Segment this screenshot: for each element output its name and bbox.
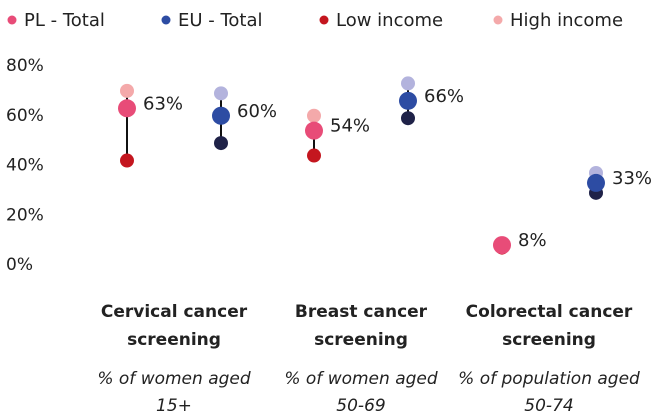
data-label: 33% — [612, 168, 651, 189]
high-income-dot — [120, 83, 134, 98]
high-income-dot — [214, 86, 228, 101]
low-income-dot — [214, 136, 228, 151]
legend-marker — [493, 15, 503, 25]
category-note: % of women aged 15+ — [97, 369, 251, 416]
legend-label: EU - Total — [178, 10, 263, 31]
data-label: 66% — [424, 86, 464, 107]
low-income-dot — [401, 111, 415, 126]
category-label: Cervical cancer screening — [100, 302, 248, 350]
data-label: 54% — [330, 116, 370, 137]
low-income-dot — [307, 148, 321, 163]
total-dot — [118, 99, 136, 118]
y-tick-label: 0% — [6, 255, 33, 275]
legend-label: High income — [510, 10, 623, 31]
legend-marker — [7, 15, 17, 25]
category-note: % of population aged 50-74 — [458, 369, 640, 416]
total-dot — [587, 173, 605, 192]
y-tick-label: 60% — [6, 106, 44, 126]
category-label: Breast cancer screening — [294, 302, 428, 350]
data-label: 60% — [237, 101, 277, 122]
total-dot — [493, 236, 511, 255]
y-tick-label: 40% — [6, 156, 44, 176]
high-income-dot — [307, 108, 321, 123]
y-tick-label: 20% — [6, 205, 44, 225]
legend-label: PL - Total — [24, 10, 105, 31]
legend-marker — [319, 15, 329, 25]
legend-label: Low income — [336, 10, 443, 31]
high-income-dot — [401, 76, 415, 91]
total-dot — [212, 106, 230, 125]
total-dot — [399, 91, 417, 110]
data-label: 8% — [518, 230, 547, 251]
legend-marker — [161, 15, 171, 25]
y-tick-label: 80% — [6, 56, 44, 76]
total-dot — [305, 121, 323, 140]
data-label: 63% — [143, 93, 183, 114]
category-label: Colorectal cancer screening — [465, 302, 633, 350]
category-note: % of women aged 50-69 — [284, 369, 438, 416]
low-income-dot — [120, 153, 134, 168]
